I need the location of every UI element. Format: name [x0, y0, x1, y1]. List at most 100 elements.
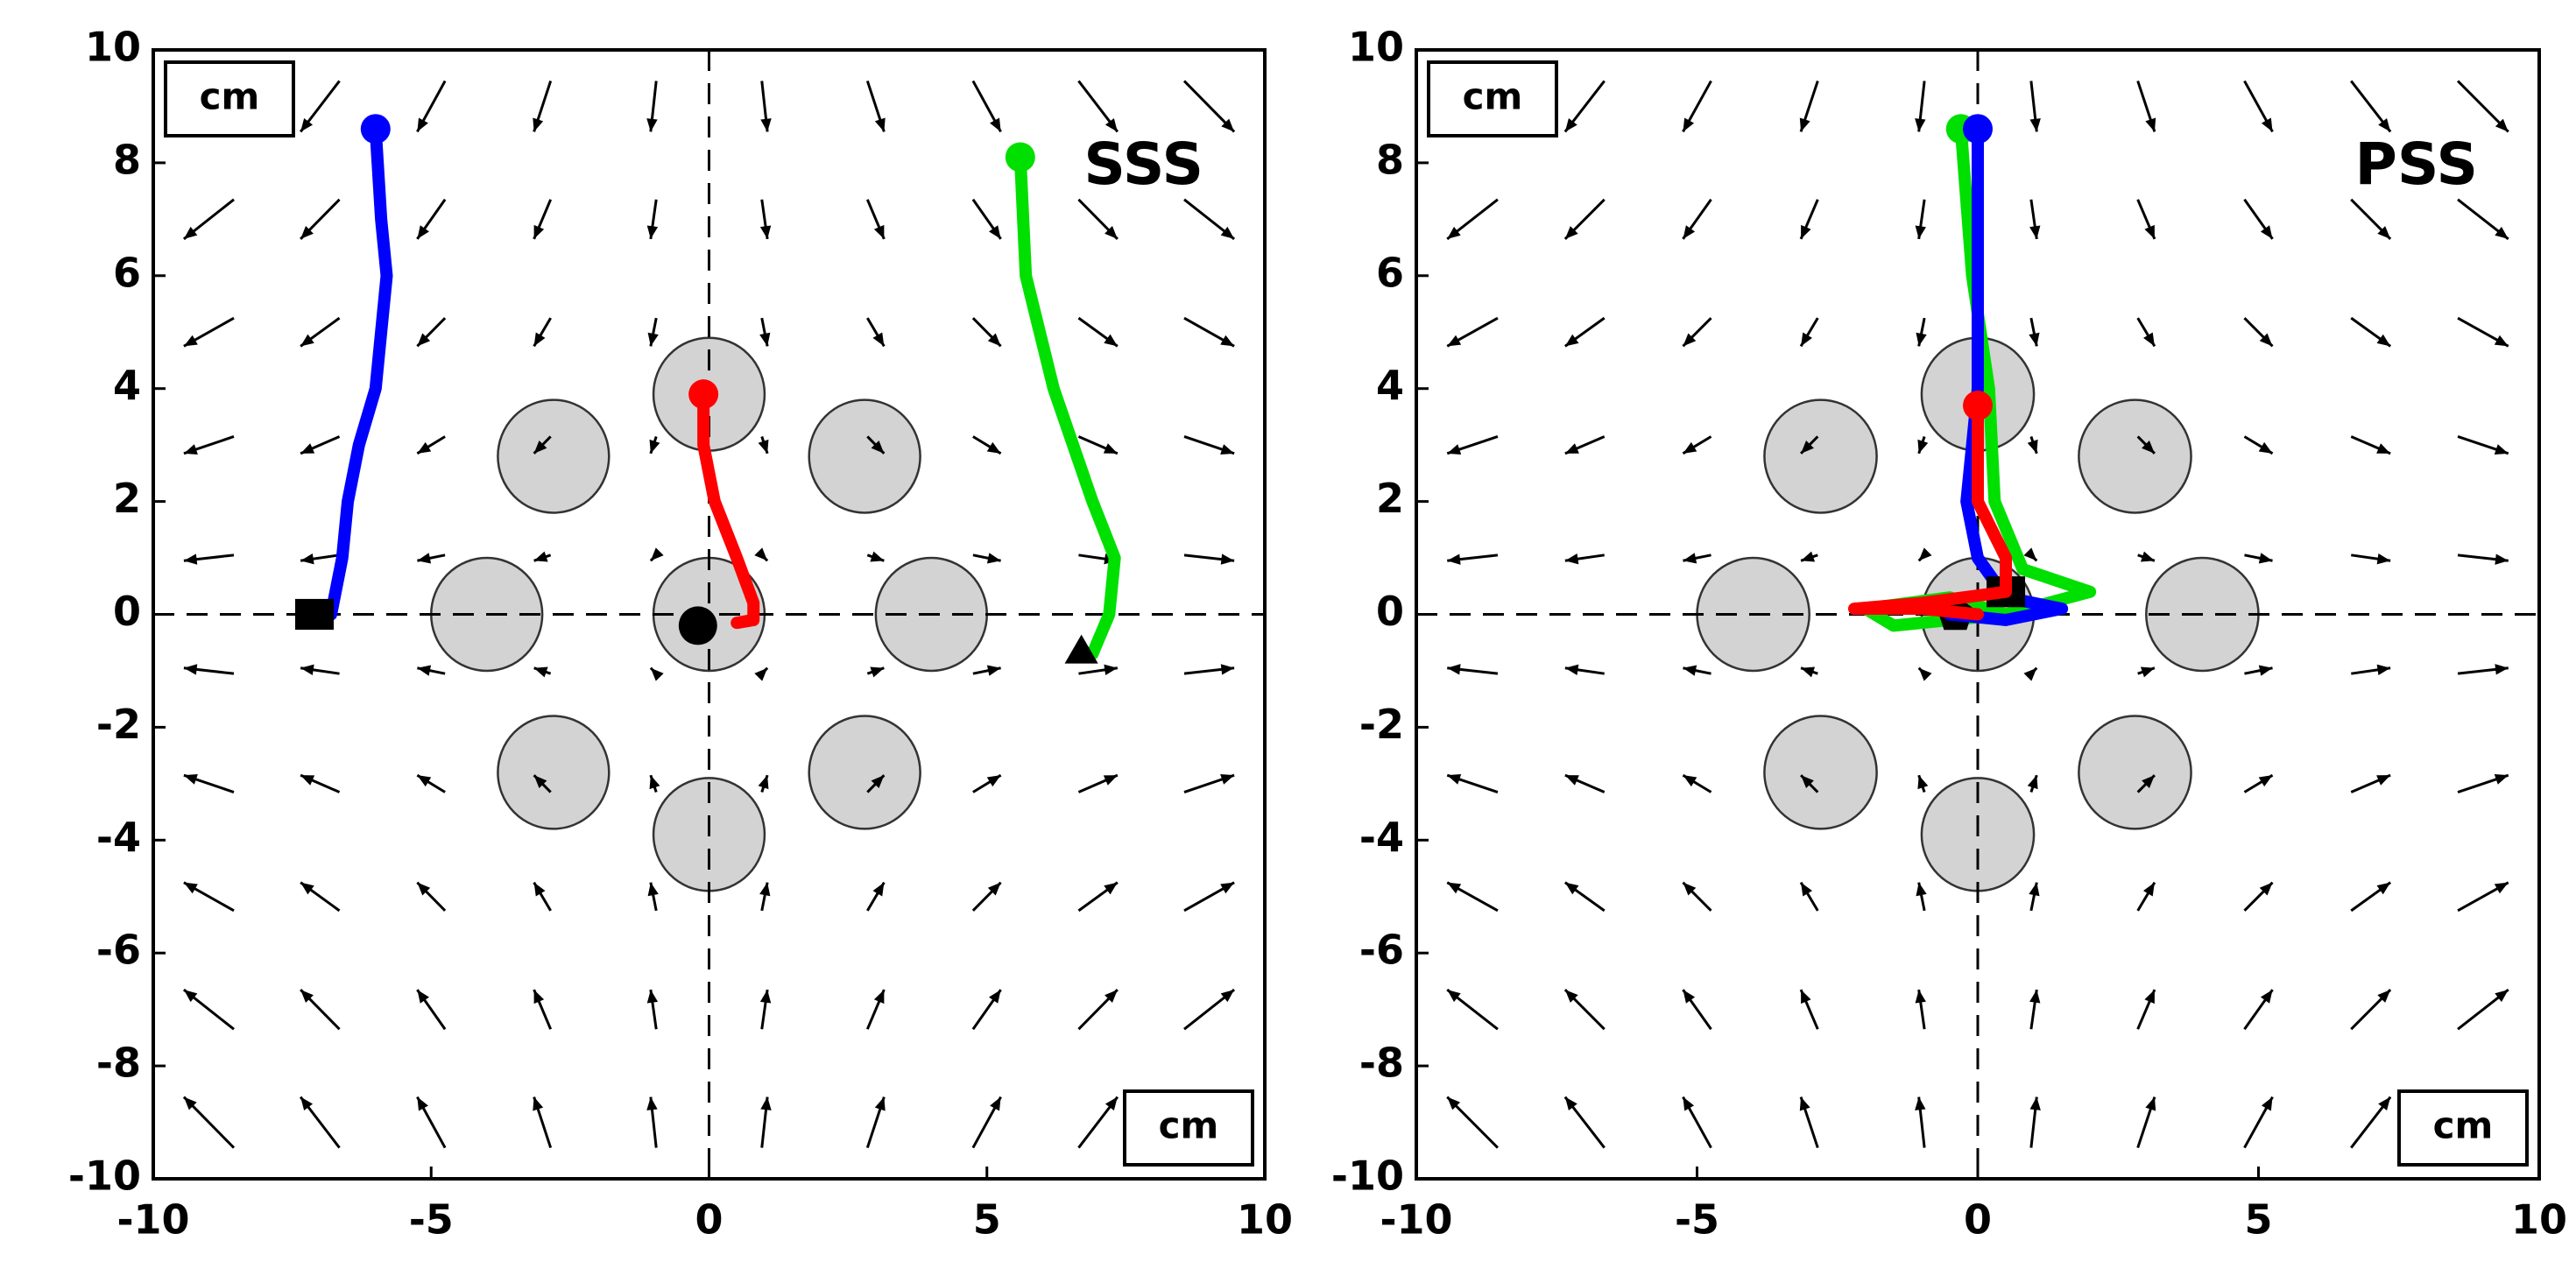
arrow-head: [1683, 441, 1697, 454]
field-arrow: [971, 1096, 1002, 1149]
unit-box: [164, 60, 295, 137]
field-arrow: [2244, 665, 2273, 676]
arrow-head: [533, 666, 548, 678]
arrow-head: [1447, 444, 1462, 455]
y-tick-label: -2: [1359, 701, 1404, 748]
field-arrow: [1183, 773, 1235, 793]
field-arrow: [2243, 773, 2274, 793]
field-arrow: [533, 1096, 553, 1149]
end-marker: [1064, 634, 1098, 664]
field-arrow: [2350, 773, 2391, 793]
arrow-head: [873, 224, 885, 239]
x-tick-label: 10: [1237, 1196, 1293, 1244]
field-arrow: [1915, 199, 1926, 240]
field-arrow: [2351, 664, 2391, 675]
field-arrow: [2457, 316, 2509, 348]
field-arrow: [971, 80, 1002, 133]
arrow-head: [759, 882, 771, 897]
arrow-head: [871, 440, 885, 454]
field-arrow: [2243, 881, 2274, 912]
arrow-head: [1564, 226, 1578, 239]
field-arrow: [2350, 80, 2392, 133]
field-arrow: [2136, 1096, 2156, 1149]
arrow-head: [1103, 443, 1118, 454]
arrow-head: [1801, 224, 1811, 239]
arrow-head: [1447, 226, 1461, 239]
arrow-head: [2376, 882, 2391, 895]
unit-label: cm: [1463, 75, 1523, 118]
arrow-head: [1220, 664, 1235, 675]
field-arrow: [2136, 80, 2156, 132]
arrow-head: [987, 882, 1001, 896]
arrow-head: [986, 665, 1001, 676]
field-arrow: [758, 436, 769, 455]
arrow-head: [649, 775, 660, 790]
arrow-head: [1564, 775, 1579, 786]
arrow-head: [1918, 547, 1932, 561]
arrow-head: [533, 224, 545, 239]
field-arrow: [2457, 881, 2509, 913]
field-arrow: [865, 80, 886, 132]
target: [808, 715, 921, 830]
arrow-head: [1683, 553, 1697, 564]
arrow-head: [1447, 990, 1461, 1003]
field-arrow: [646, 1096, 658, 1148]
arrow-head: [990, 117, 1001, 132]
field-arrow: [972, 435, 1002, 455]
field-arrow: [754, 547, 769, 562]
field-arrow: [1563, 316, 1606, 348]
field-arrow: [1077, 1096, 1119, 1149]
arrow-head: [1564, 334, 1579, 347]
field-arrow: [1564, 435, 1606, 455]
x-tick-label: -5: [1675, 1196, 1719, 1244]
field-arrow: [2136, 989, 2156, 1030]
field-arrow: [1799, 80, 1819, 132]
arrow-head: [646, 1096, 658, 1110]
target: [497, 715, 610, 830]
arrow-head: [2029, 118, 2041, 132]
arrow-head: [2260, 990, 2273, 1004]
field-arrow: [1799, 881, 1819, 912]
field-arrow: [2457, 198, 2509, 241]
field-arrow: [866, 551, 885, 562]
field-arrow: [1077, 80, 1119, 133]
field-arrow: [1800, 551, 1818, 562]
field-arrow: [760, 81, 772, 132]
arrow-head: [649, 439, 660, 454]
arrow-head: [300, 226, 314, 239]
field-arrow: [2350, 198, 2392, 240]
field-arrow: [2457, 773, 2509, 793]
field-arrow: [1682, 1096, 1712, 1149]
arrow-head: [1447, 1096, 1461, 1110]
arrow-head: [2029, 225, 2041, 239]
arrow-head: [1683, 882, 1697, 896]
field-arrow: [2350, 1096, 2392, 1149]
field-arrow: [1183, 881, 1235, 913]
field-arrow: [533, 551, 552, 562]
arrow-head: [872, 332, 885, 347]
field-arrow: [416, 881, 447, 912]
field-arrow: [649, 666, 664, 681]
unit-label: cm: [1159, 1104, 1219, 1147]
arrow-head: [2494, 335, 2509, 347]
arrow-head: [1915, 225, 1926, 239]
field-arrow: [2029, 81, 2041, 132]
field-arrow: [2029, 1096, 2041, 1148]
field-arrow: [533, 881, 552, 912]
field-arrow: [183, 773, 235, 793]
field-arrow: [866, 317, 886, 348]
field-arrow: [759, 989, 772, 1030]
field-arrow: [2137, 666, 2156, 678]
field-arrow: [300, 553, 340, 565]
arrow-head: [183, 990, 198, 1003]
field-arrow: [759, 882, 771, 912]
start-marker: [360, 114, 391, 145]
field-arrow: [1917, 547, 1932, 562]
arrow-head: [647, 882, 659, 897]
target: [497, 398, 610, 514]
field-arrow: [647, 317, 659, 347]
arrow-head: [1799, 1096, 1810, 1111]
arrow-head: [300, 443, 315, 454]
arrow-head: [417, 882, 431, 896]
arrow-head: [1220, 774, 1235, 785]
